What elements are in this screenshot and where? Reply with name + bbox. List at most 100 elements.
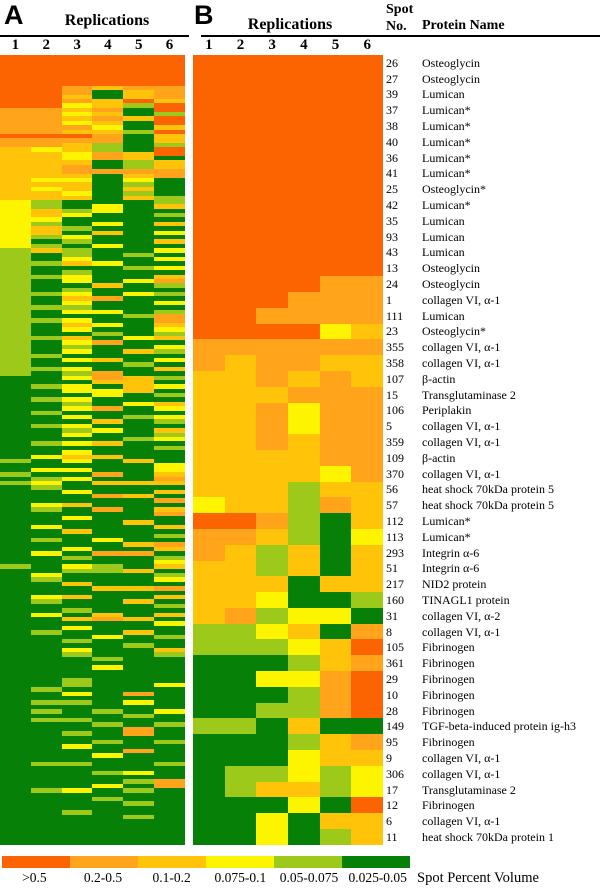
heatmap-b-cell bbox=[319, 623, 352, 640]
heatmap-b-cell bbox=[256, 402, 289, 419]
heatmap-a-cell bbox=[0, 397, 31, 402]
heatmap-a-cell bbox=[61, 353, 93, 358]
heatmap-a-cell bbox=[123, 577, 155, 582]
heatmap-a-cell bbox=[92, 55, 124, 60]
heatmap-a-row bbox=[0, 805, 185, 811]
heatmap-a-cell bbox=[154, 428, 185, 433]
heatmap-a-cell bbox=[0, 147, 31, 152]
heatmap-a-cell bbox=[123, 195, 155, 200]
heatmap-a-cell bbox=[30, 261, 62, 266]
heatmap-a-cell bbox=[61, 59, 93, 64]
heatmap-a-cell bbox=[123, 507, 155, 512]
heatmap-a-cell bbox=[154, 722, 185, 727]
heatmap-b-cell bbox=[319, 560, 352, 577]
protein-name: β-actin bbox=[422, 371, 456, 386]
heatmap-a-cell bbox=[154, 182, 185, 187]
heatmap-a-cell bbox=[0, 134, 31, 139]
heatmap-a-cell bbox=[123, 204, 155, 209]
heatmap-a-row bbox=[0, 691, 185, 697]
heatmap-a-cell bbox=[92, 191, 124, 196]
heatmap-b-row bbox=[193, 212, 384, 229]
heatmap-a-cell bbox=[30, 155, 62, 161]
heatmap-a-cell bbox=[61, 331, 93, 336]
heatmap-b-cell bbox=[319, 370, 352, 387]
heatmap-a-cell bbox=[30, 309, 62, 315]
heatmap-a-cell bbox=[30, 314, 62, 319]
heatmap-a-cell bbox=[123, 151, 155, 156]
heatmap-a-row bbox=[0, 68, 185, 73]
heatmap-a-cell bbox=[30, 213, 62, 218]
heatmap-a-cell bbox=[30, 564, 62, 569]
heatmap-a-cell bbox=[0, 191, 31, 196]
panel-b-col-6: 6 bbox=[363, 37, 371, 53]
heatmap-b-cell bbox=[224, 118, 257, 134]
spot-number: 12 bbox=[386, 798, 398, 813]
heatmap-a-cell bbox=[30, 630, 62, 635]
heatmap-a-cell bbox=[154, 573, 185, 578]
heatmap-a-row bbox=[0, 568, 185, 574]
heatmap-a-row bbox=[0, 595, 185, 600]
spot-protein-row: 9 collagen VI, α-1 bbox=[386, 750, 600, 766]
heatmap-a-row bbox=[0, 687, 185, 692]
heatmap-a-cell bbox=[0, 322, 31, 328]
heatmap-a-cell bbox=[123, 823, 155, 828]
panel-b-label: B bbox=[194, 0, 214, 30]
heatmap-b-cell bbox=[351, 370, 384, 387]
heatmap-b-row bbox=[193, 623, 384, 640]
heatmap-a-row bbox=[0, 704, 185, 710]
heatmap-b-cell bbox=[224, 307, 257, 324]
heatmap-b-cell bbox=[224, 260, 257, 277]
heatmap-a-cell bbox=[0, 55, 31, 60]
heatmap-b-cell bbox=[288, 734, 320, 751]
heatmap-a-cell bbox=[30, 463, 62, 468]
protein-name: TINAGL1 protein bbox=[422, 592, 510, 607]
spot-number: 105 bbox=[386, 640, 404, 655]
heatmap-a-row bbox=[0, 441, 185, 446]
heatmap-b-cell bbox=[319, 86, 352, 103]
heatmap-a-cell bbox=[123, 199, 155, 205]
heatmap-a-cell bbox=[30, 586, 62, 591]
heatmap-b-cell bbox=[193, 686, 225, 703]
heatmap-a-cell bbox=[30, 199, 62, 205]
heatmap-a-cell bbox=[61, 164, 93, 170]
heatmap-b-cell bbox=[351, 197, 384, 213]
heatmap-b-cell bbox=[193, 718, 225, 735]
heatmap-a-cell bbox=[123, 103, 155, 108]
heatmap-b-cell bbox=[288, 607, 320, 624]
heatmap-b-cell bbox=[256, 118, 289, 134]
heatmap-a-cell bbox=[61, 617, 93, 622]
heatmap-a-cell bbox=[0, 577, 31, 582]
heatmap-a-cell bbox=[61, 573, 93, 578]
heatmap-a-cell bbox=[92, 660, 124, 666]
panel-a-col-4: 4 bbox=[104, 37, 112, 53]
heatmap-a-cell bbox=[30, 248, 62, 253]
heatmap-b-cell bbox=[288, 686, 320, 703]
heatmap-a-cell bbox=[61, 371, 93, 376]
heatmap-a-cell bbox=[123, 226, 155, 231]
protein-name: Fibrinogen bbox=[422, 640, 475, 655]
heatmap-b-cell bbox=[319, 481, 352, 498]
heatmap-a-cell bbox=[92, 270, 124, 275]
heatmap-b-cell bbox=[351, 102, 384, 119]
heatmap-a-cell bbox=[154, 76, 185, 82]
heatmap-a-row bbox=[0, 182, 185, 187]
heatmap-a-cell bbox=[154, 617, 185, 622]
heatmap-a-cell bbox=[0, 103, 31, 108]
heatmap-b-cell bbox=[319, 576, 352, 593]
heatmap-a-cell bbox=[92, 489, 124, 495]
heatmap-a-cell bbox=[0, 748, 31, 754]
heatmap-a-cell bbox=[92, 384, 124, 389]
heatmap-b-cell bbox=[288, 434, 320, 450]
heatmap-b-cell bbox=[224, 829, 257, 845]
heatmap-a-cell bbox=[123, 625, 155, 631]
heatmap-b-cell bbox=[351, 86, 384, 103]
spot-protein-row: 17 Transglutaminase 2 bbox=[386, 782, 600, 798]
heatmap-b-cell bbox=[319, 671, 352, 687]
heatmap-a-cell bbox=[0, 735, 31, 740]
heatmap-b-cell bbox=[351, 686, 384, 703]
heatmap-b-cell bbox=[319, 528, 352, 545]
heatmap-b-cell bbox=[288, 165, 320, 182]
heatmap-a-cell bbox=[61, 529, 93, 534]
heatmap-a-cell bbox=[61, 415, 93, 420]
heatmap-a-cell bbox=[61, 669, 93, 675]
